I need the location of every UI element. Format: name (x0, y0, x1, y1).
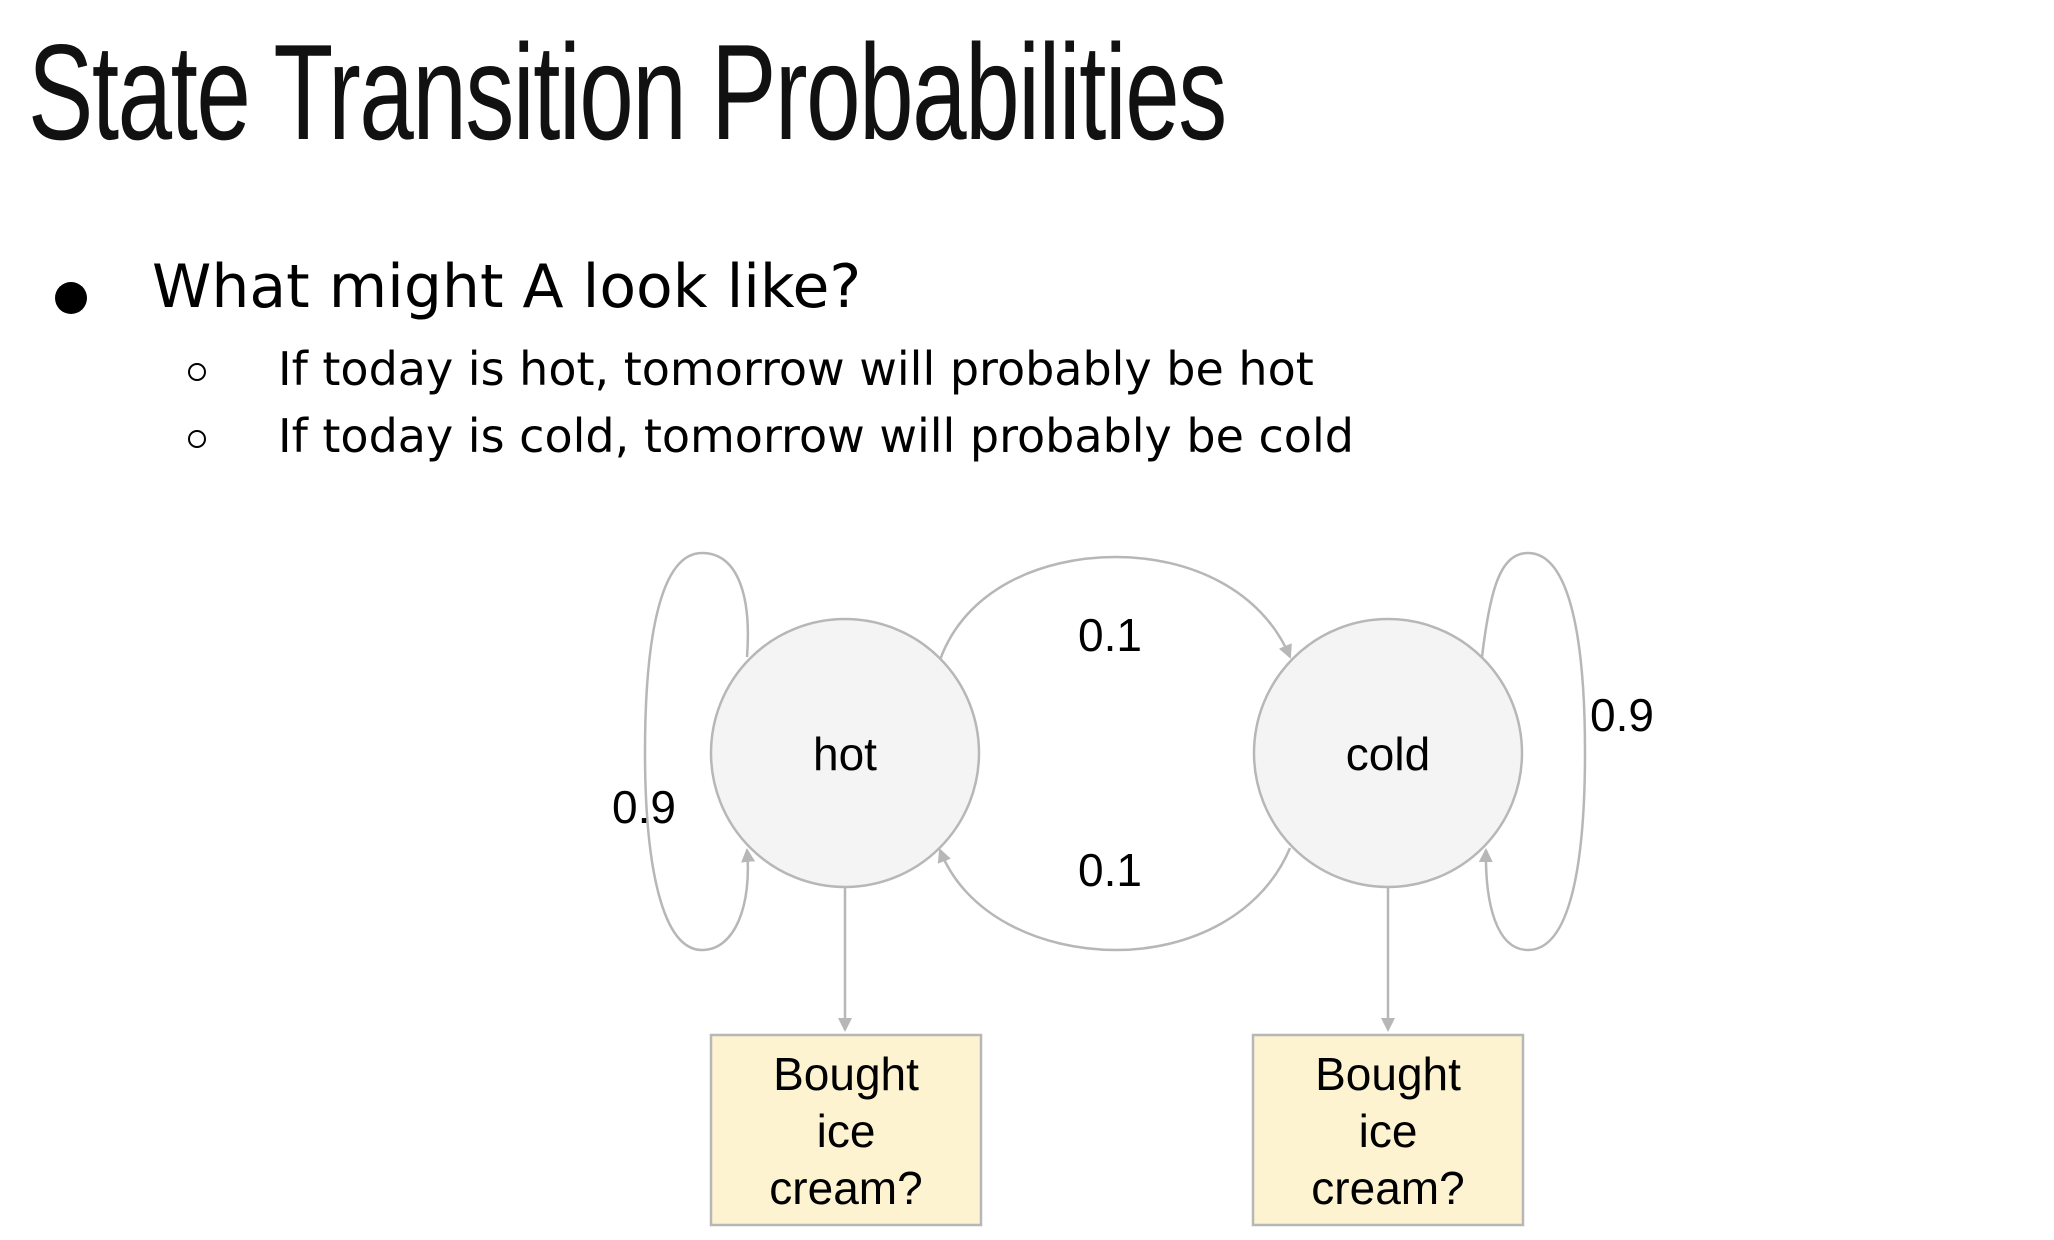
label-hot-to-cold: 0.1 (1078, 609, 1142, 661)
observation-label-cold-line2: ice (1359, 1105, 1418, 1157)
edge-cold-to-hot (937, 847, 1292, 952)
edge-hot-to-cold (938, 555, 1292, 661)
label-cold-to-hot: 0.1 (1078, 844, 1142, 896)
state-label-cold: cold (1346, 728, 1430, 780)
observation-label-cold-line1: Bought (1315, 1048, 1461, 1100)
observation-label-hot-line3: cream? (769, 1162, 922, 1214)
observation-label-hot-line2: ice (817, 1105, 876, 1157)
bullet-dot-icon (55, 282, 87, 314)
sub-bullet-circle-icon (188, 430, 206, 448)
observation-box-hot (709, 1033, 983, 1227)
state-label-hot: hot (813, 728, 877, 780)
observation-box-cold (1251, 1033, 1525, 1227)
observation-label-cold-line3: cream? (1311, 1162, 1464, 1214)
bullet-text: What might A look like? (152, 252, 862, 322)
label-cold-to-cold: 0.9 (1590, 689, 1654, 741)
state-node-cold (1252, 617, 1524, 889)
state-node-hot (709, 617, 981, 889)
sub-bullet-circle-icon (188, 363, 206, 381)
self-loop-hot-edge (643, 551, 756, 952)
sub-bullet-text: If today is cold, tomorrow will probably… (278, 409, 1354, 463)
slide-title: State Transition Probabilities (28, 16, 1227, 168)
sub-bullet-text: If today is hot, tomorrow will probably … (278, 342, 1314, 396)
observation-label-hot-line1: Bought (773, 1048, 919, 1100)
self-loop-cold-edge (1478, 551, 1587, 952)
label-hot-to-hot: 0.9 (612, 781, 676, 833)
